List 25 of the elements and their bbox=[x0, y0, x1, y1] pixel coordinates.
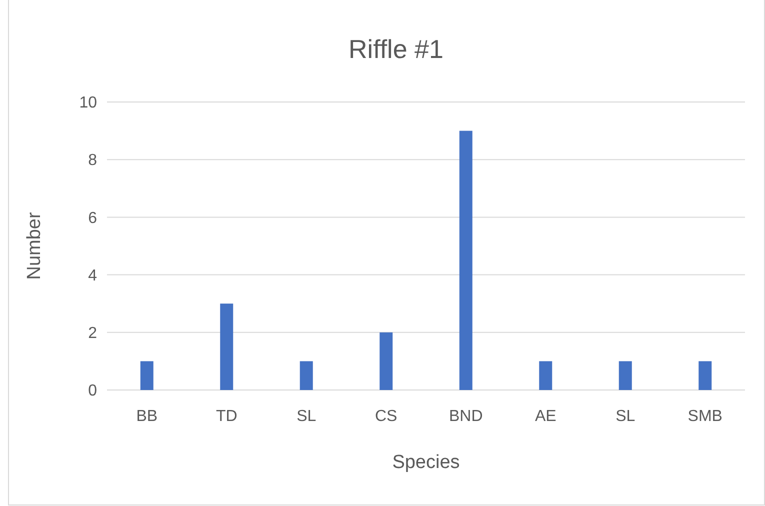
x-tick-label: SMB bbox=[688, 408, 722, 425]
x-tick-label: AE bbox=[534, 408, 556, 425]
bar bbox=[380, 332, 393, 390]
bar bbox=[539, 361, 552, 390]
x-tick-label: SL bbox=[616, 408, 636, 425]
bar bbox=[618, 361, 632, 390]
chart-title: Riffle #1 bbox=[348, 34, 444, 64]
x-tick-label: BB bbox=[136, 408, 158, 425]
x-tick-label: BND bbox=[448, 408, 483, 425]
y-tick-label: 2 bbox=[88, 325, 98, 342]
x-tick-label: SL bbox=[296, 408, 316, 425]
y-axis-title: Number bbox=[24, 212, 45, 280]
y-tick-label: 8 bbox=[88, 152, 98, 170]
y-tick-label: 10 bbox=[79, 94, 98, 112]
x-tick-label: TD bbox=[216, 408, 238, 425]
x-tick-label: CS bbox=[375, 408, 398, 425]
bar bbox=[140, 361, 154, 390]
bar bbox=[220, 304, 234, 390]
bar bbox=[698, 361, 712, 390]
bar bbox=[459, 130, 472, 390]
y-tick-label: 6 bbox=[88, 210, 98, 227]
bar bbox=[300, 361, 313, 390]
x-axis-title: Species bbox=[392, 452, 460, 473]
y-tick-label: 4 bbox=[88, 267, 98, 284]
y-tick-label: 0 bbox=[88, 382, 98, 400]
